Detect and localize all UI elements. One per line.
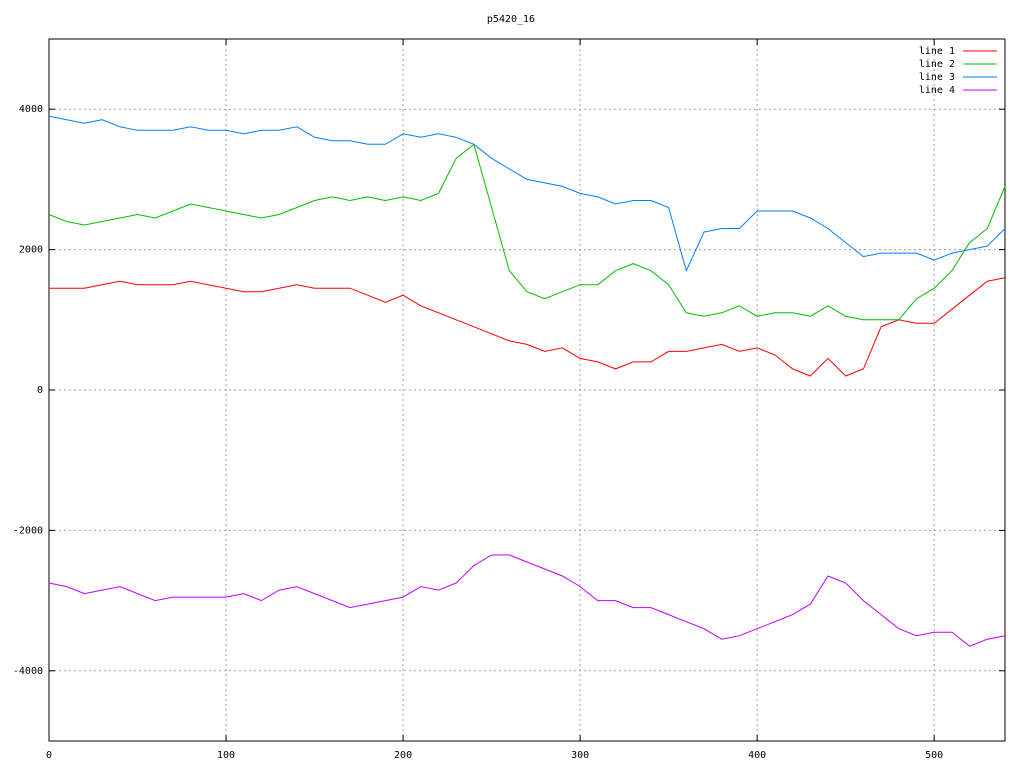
legend-label: line 1: [919, 46, 955, 57]
y-tick-label: -2000: [13, 525, 43, 536]
x-tick-label: 500: [925, 750, 943, 761]
series-line: [49, 277, 1006, 377]
y-tick-label: -4000: [13, 666, 43, 677]
y-tick-label: 4000: [19, 104, 43, 115]
chart-title: p5420_16: [487, 14, 535, 25]
series-line: [48, 143, 1006, 321]
series-line: [48, 115, 1006, 273]
x-tick-label: 0: [46, 750, 52, 761]
legend-label: line 4: [919, 85, 955, 96]
y-tick-label: 2000: [19, 245, 43, 256]
x-tick-label: 300: [571, 750, 589, 761]
x-tick-label: 400: [748, 750, 766, 761]
plot-border: [48, 38, 1006, 742]
x-tick-label: 100: [217, 750, 235, 761]
series-line: [48, 554, 1006, 647]
y-tick-label: 0: [37, 385, 43, 396]
legend-label: line 3: [919, 72, 955, 83]
x-tick-label: 200: [394, 750, 412, 761]
legend-label: line 2: [919, 59, 955, 70]
